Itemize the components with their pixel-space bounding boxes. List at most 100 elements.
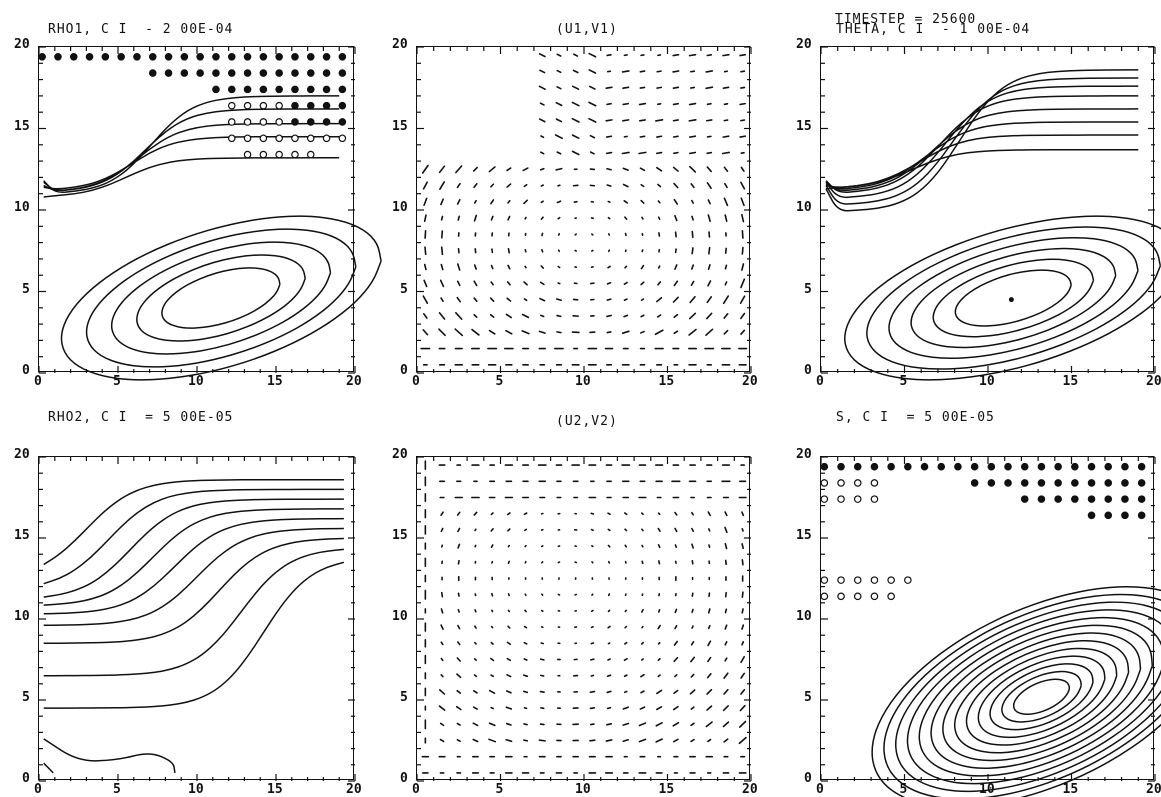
vector-arrow [622, 152, 629, 153]
vector-arrow [608, 708, 611, 709]
vector-arrow [592, 250, 593, 251]
filled-marker [1022, 496, 1028, 502]
open-marker [260, 102, 266, 108]
vector-arrow [559, 234, 560, 235]
contour-line [44, 763, 54, 773]
vector-arrow [692, 248, 693, 254]
y-tick-label: 15 [392, 528, 408, 543]
vector-arrow [541, 217, 543, 219]
vector-arrow [458, 264, 460, 270]
vector-arrow [440, 313, 445, 319]
vector-arrow [572, 102, 579, 105]
filled-marker [971, 480, 977, 486]
x-tick-label: 5 [113, 374, 121, 389]
vector-arrow [690, 136, 696, 137]
vector-arrow [457, 740, 460, 741]
vector-arrow [525, 562, 526, 563]
vector-arrow [492, 610, 493, 611]
open-marker [276, 151, 282, 157]
vector-arrow [508, 642, 511, 644]
vector-arrow [690, 55, 696, 56]
vector-arrow [473, 740, 477, 742]
vector-arrow [507, 184, 510, 187]
vector-arrow [708, 658, 711, 662]
vector-arrow [625, 513, 627, 514]
open-marker [244, 102, 250, 108]
vector-arrow [640, 104, 646, 105]
vector-arrow [441, 280, 444, 286]
vector-arrow [458, 561, 459, 564]
open-marker [244, 119, 250, 125]
filled-marker [1122, 480, 1128, 486]
vector-arrow [675, 641, 678, 645]
y-tick-label: 0 [804, 771, 812, 786]
vector-arrow [675, 216, 677, 221]
vector-arrow [425, 247, 426, 254]
y-tick-label: 0 [400, 363, 408, 378]
vector-arrow [625, 643, 627, 644]
vector-arrow [740, 55, 745, 56]
vector-arrow [689, 120, 696, 121]
vector-arrow [575, 250, 576, 251]
vector-arrow [458, 593, 459, 596]
vector-arrow [659, 643, 660, 644]
filled-marker [821, 464, 827, 470]
plot-svg-theta [821, 47, 1155, 373]
vector-arrow [692, 216, 693, 219]
filled-marker [244, 54, 250, 60]
vector-arrow [474, 707, 477, 709]
vector-arrow [442, 216, 443, 219]
vector-arrow [458, 626, 460, 629]
y-tick-label: 5 [22, 282, 30, 297]
open-marker [244, 151, 250, 157]
vector-arrow [708, 136, 711, 137]
vector-arrow [441, 609, 442, 613]
vector-arrow [491, 642, 493, 644]
vector-arrow [741, 673, 744, 678]
filled-marker [1072, 480, 1078, 486]
vector-arrow [557, 71, 560, 73]
vector-arrow [641, 185, 643, 187]
filled-marker [955, 464, 961, 470]
vector-arrow [492, 627, 493, 628]
filled-marker [339, 70, 345, 76]
vector-arrow [425, 215, 426, 221]
x-tick-label: 20 [1146, 374, 1161, 389]
filled-marker [244, 86, 250, 92]
vector-arrow [491, 659, 494, 661]
vector-arrow [692, 544, 693, 548]
vector-arrow [625, 691, 627, 692]
filled-marker [339, 86, 345, 92]
vector-arrow [458, 528, 460, 531]
contour-line [1002, 672, 1081, 722]
vector-arrow [441, 528, 442, 531]
vector-arrow [640, 71, 644, 72]
vector-arrow [607, 299, 610, 300]
vector-arrow [457, 298, 460, 302]
vector-arrow [590, 692, 594, 693]
vector-arrow [441, 723, 444, 725]
filled-marker [229, 54, 235, 60]
open-marker [855, 496, 861, 502]
vector-arrow [608, 659, 610, 660]
vector-arrow [508, 513, 510, 515]
vector-arrow [508, 626, 510, 628]
vector-arrow [658, 675, 660, 676]
vector-arrow [524, 659, 527, 660]
vector-arrow [509, 561, 510, 563]
open-marker [260, 119, 266, 125]
vector-arrow [642, 529, 643, 530]
filled-marker [39, 54, 45, 60]
y-tick-label: 0 [22, 363, 30, 378]
open-marker [821, 593, 827, 599]
vector-arrow [592, 562, 593, 563]
vector-arrow [741, 182, 744, 188]
vector-arrow [508, 249, 509, 253]
vector-arrow [691, 674, 693, 676]
vector-arrow [690, 152, 695, 153]
vector-arrow [541, 282, 544, 284]
vector-arrow [509, 546, 510, 547]
vector-arrow [725, 544, 726, 549]
vector-arrow [742, 529, 743, 531]
vector-arrow [707, 120, 712, 121]
